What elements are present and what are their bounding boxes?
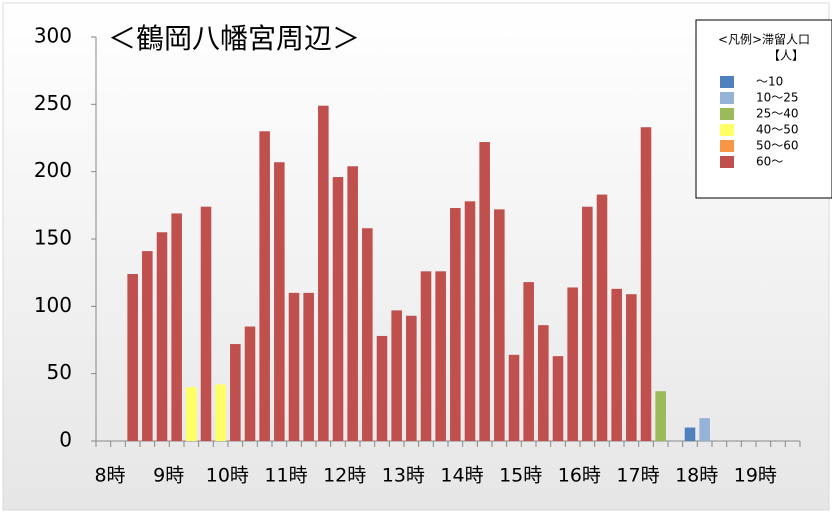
bar — [362, 228, 373, 441]
legend-swatch — [720, 92, 734, 104]
legend-label: ～10 — [756, 75, 783, 89]
legend-swatch — [720, 108, 734, 120]
bar — [420, 271, 432, 441]
legend-subtitle: 【人】 — [768, 49, 804, 63]
bar — [655, 391, 666, 441]
bar — [332, 177, 344, 441]
bar — [538, 325, 549, 441]
x-tick-label: 19時 — [734, 465, 777, 487]
bar — [142, 251, 153, 441]
bar — [244, 326, 256, 441]
legend-swatch — [720, 156, 734, 168]
legend-swatch — [720, 140, 734, 152]
bar — [347, 166, 358, 441]
bar — [494, 209, 505, 441]
bar — [611, 288, 622, 441]
x-tick-label: 10時 — [206, 465, 249, 487]
legend-label: 60～ — [756, 155, 783, 169]
bar — [215, 384, 226, 441]
y-tick-label: 150 — [34, 226, 72, 250]
legend-label: 40～50 — [756, 123, 799, 137]
bar — [406, 315, 417, 441]
bar — [508, 354, 520, 441]
y-tick-label: 0 — [59, 428, 72, 452]
bar — [479, 142, 490, 442]
bar — [596, 194, 608, 441]
bar — [156, 232, 168, 441]
x-tick-label: 15時 — [499, 465, 542, 487]
bar — [626, 294, 637, 441]
bar — [684, 427, 696, 441]
bar — [200, 206, 212, 441]
bar — [699, 418, 710, 441]
x-tick-label: 9時 — [153, 465, 184, 487]
legend-title: <凡例>滞留人口 — [718, 33, 810, 47]
bar — [318, 105, 329, 442]
bar — [288, 292, 300, 441]
bar — [450, 208, 461, 441]
bar — [391, 310, 402, 441]
bar — [567, 287, 578, 441]
bar — [230, 344, 241, 441]
x-tick-label: 17時 — [616, 465, 659, 487]
legend-swatch — [720, 124, 734, 136]
bar — [274, 162, 285, 442]
x-tick-label: 11時 — [264, 465, 307, 487]
x-tick-label: 14時 — [440, 465, 483, 487]
bar — [186, 387, 197, 441]
y-tick-label: 250 — [34, 91, 72, 115]
bar — [435, 271, 446, 441]
x-tick-label: 18時 — [675, 465, 718, 487]
legend-label: 10～25 — [756, 91, 799, 105]
bar — [376, 335, 388, 441]
x-tick-label: 8時 — [94, 465, 125, 487]
x-tick-label: 12時 — [323, 465, 366, 487]
x-tick-label: 16時 — [558, 465, 601, 487]
bar — [303, 292, 314, 441]
bar — [523, 282, 534, 441]
bar — [127, 274, 138, 441]
chart-title: ＜鶴岡八幡宮周辺＞ — [108, 22, 360, 55]
legend-swatch — [720, 76, 734, 88]
bar — [259, 131, 270, 441]
bar — [171, 213, 182, 441]
legend-box — [695, 19, 832, 199]
bar — [582, 206, 593, 441]
y-tick-label: 200 — [34, 158, 72, 182]
legend-label: 50～60 — [756, 139, 799, 153]
y-tick-label: 50 — [47, 360, 72, 384]
bar — [552, 356, 564, 441]
bar — [640, 127, 652, 441]
x-tick-label: 13時 — [382, 465, 425, 487]
y-tick-label: 300 — [34, 24, 72, 48]
y-tick-label: 100 — [34, 293, 72, 317]
legend-label: 25～40 — [756, 107, 799, 121]
bar — [464, 201, 476, 441]
